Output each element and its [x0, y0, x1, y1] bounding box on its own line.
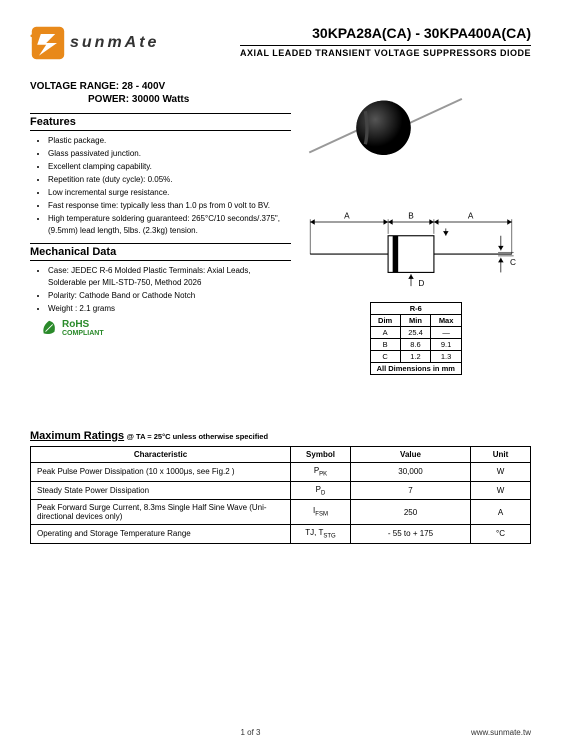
dim-table-footer: All Dimensions in mm	[370, 363, 461, 375]
product-subtitle: AXIAL LEADED TRANSIENT VOLTAGE SUPPRESSO…	[240, 45, 531, 58]
max-char: Peak Pulse Power Dissipation (10 x 1000μ…	[31, 463, 291, 482]
feature-item: Plastic package.	[48, 135, 291, 147]
rohs-badge: RoHS COMPLIANT	[40, 319, 291, 337]
max-char: Operating and Storage Temperature Range	[31, 525, 291, 544]
max-sym: PPK	[291, 463, 351, 482]
dim-col-min: Min	[400, 315, 431, 327]
max-val: - 55 to + 175	[351, 525, 471, 544]
max-ratings-section: Maximum Ratings @ TA = 25°C unless other…	[30, 430, 531, 544]
max-sym: PD	[291, 481, 351, 500]
max-ratings-heading: Maximum Ratings	[30, 430, 124, 442]
sunmate-logo-icon	[30, 25, 66, 61]
mechanical-heading: Mechanical Data	[30, 243, 291, 261]
dim-table-title: R-6	[370, 303, 461, 315]
dim-cell: 8.6	[400, 339, 431, 351]
max-unit: W	[471, 481, 531, 500]
max-char: Steady State Power Dissipation	[31, 481, 291, 500]
dim-cell: 25.4	[400, 327, 431, 339]
dim-cell: —	[431, 327, 462, 339]
features-heading: Features	[30, 113, 291, 131]
voltage-range: VOLTAGE RANGE: 28 - 400V	[30, 81, 291, 92]
title-block: 30KPA28A(CA) - 30KPA400A(CA) AXIAL LEADE…	[240, 25, 531, 58]
voltage-label: VOLTAGE RANGE:	[30, 81, 119, 92]
max-unit: °C	[471, 525, 531, 544]
mechanical-item: Case: JEDEC R-6 Molded Plastic Terminals…	[48, 265, 291, 289]
dim-col-max: Max	[431, 315, 462, 327]
feature-item: Repetition rate (duty cycle): 0.05%.	[48, 174, 291, 186]
dim-label-a2: A	[467, 211, 473, 220]
voltage-value: 28 - 400V	[122, 81, 165, 92]
max-char: Peak Forward Surge Current, 8.3ms Single…	[31, 500, 291, 525]
dim-cell: 1.3	[431, 351, 462, 363]
dim-cell: 1.2	[400, 351, 431, 363]
max-ratings-table: Characteristic Symbol Value Unit Peak Pu…	[30, 446, 531, 544]
diode-photo	[301, 81, 466, 191]
footer-url: www.sunmate.tw	[471, 728, 531, 737]
power-value: 30000 Watts	[132, 94, 189, 105]
mechanical-list: Case: JEDEC R-6 Molded Plastic Terminals…	[48, 265, 291, 315]
dim-label-b: B	[408, 211, 414, 220]
mechanical-item: Polarity: Cathode Band or Cathode Notch	[48, 290, 291, 302]
max-val: 250	[351, 500, 471, 525]
dim-cell: 9.1	[431, 339, 462, 351]
max-sym: TJ, TSTG	[291, 525, 351, 544]
mechanical-item: Weight : 2.1 grams	[48, 303, 291, 315]
feature-item: Fast response time: typically less than …	[48, 200, 291, 212]
part-number-title: 30KPA28A(CA) - 30KPA400A(CA)	[240, 25, 531, 41]
max-col-sym: Symbol	[291, 447, 351, 463]
max-ratings-condition: @ TA = 25°C unless otherwise specified	[127, 432, 268, 441]
max-unit: A	[471, 500, 531, 525]
header: sunmAte 30KPA28A(CA) - 30KPA400A(CA) AXI…	[30, 25, 531, 61]
dimension-table: R-6 Dim Min Max A25.4— B8.69.1 C1.21.3 A…	[370, 302, 462, 375]
page-footer: 1 of 3 www.sunmate.tw	[0, 728, 561, 737]
brand-name: sunmAte	[70, 34, 159, 52]
max-col-char: Characteristic	[31, 447, 291, 463]
dimension-diagram: A B A C D	[301, 207, 521, 292]
rohs-line1: RoHS	[62, 320, 104, 330]
dim-label-c: C	[510, 258, 516, 267]
feature-item: Low incremental surge resistance.	[48, 187, 291, 199]
features-list: Plastic package. Glass passivated juncti…	[48, 135, 291, 237]
max-sym: IFSM	[291, 500, 351, 525]
max-col-unit: Unit	[471, 447, 531, 463]
logo: sunmAte	[30, 25, 159, 61]
feature-item: Excellent clamping capability.	[48, 161, 291, 173]
dim-label-d: D	[418, 279, 424, 288]
dim-cell: A	[370, 327, 400, 339]
dim-col-dim: Dim	[370, 315, 400, 327]
power-rating: POWER: 30000 Watts	[88, 94, 291, 105]
leaf-icon	[40, 319, 60, 337]
page-number: 1 of 3	[240, 728, 260, 737]
power-label: POWER:	[88, 94, 129, 105]
dim-cell: B	[370, 339, 400, 351]
dim-cell: C	[370, 351, 400, 363]
rohs-line2: COMPLIANT	[62, 330, 104, 337]
dim-label-a1: A	[344, 211, 350, 220]
feature-item: Glass passivated junction.	[48, 148, 291, 160]
feature-item: High temperature soldering guaranteed: 2…	[48, 213, 291, 237]
max-val: 7	[351, 481, 471, 500]
max-val: 30,000	[351, 463, 471, 482]
rohs-text: RoHS COMPLIANT	[62, 320, 104, 337]
max-unit: W	[471, 463, 531, 482]
max-col-val: Value	[351, 447, 471, 463]
